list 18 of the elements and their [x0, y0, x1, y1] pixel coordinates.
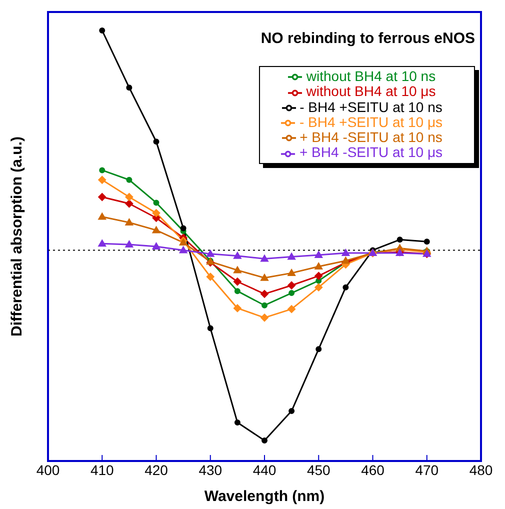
x-tick-label: 470: [415, 462, 439, 478]
x-tick-label: 400: [36, 462, 60, 478]
x-tick-label: 460: [361, 462, 385, 478]
x-tick-label: 480: [469, 462, 493, 478]
legend-label: + BH4 -SEITU at 10 μs: [299, 144, 443, 160]
x-tick-label: 410: [90, 462, 114, 478]
y-axis-title: Differential absorption (a.u.): [8, 136, 26, 337]
legend-label: - BH4 +SEITU at 10 μs: [299, 114, 443, 130]
legend-label: + BH4 -SEITU at 10 ns: [300, 129, 442, 146]
legend-label: - BH4 +SEITU at 10 ns: [300, 98, 442, 115]
chart-title: NO rebinding to ferrous eNOS: [260, 30, 475, 47]
x-tick-label: 450: [306, 462, 331, 478]
x-axis-title: Wavelength (nm): [204, 488, 325, 505]
x-tick-label: 440: [252, 462, 276, 478]
x-tick-label: 430: [198, 462, 222, 478]
x-tick-label: 420: [144, 462, 168, 478]
legend-label: without BH4 at 10 μs: [306, 83, 436, 100]
legend-label: without BH4 at 10 ns: [306, 68, 436, 84]
